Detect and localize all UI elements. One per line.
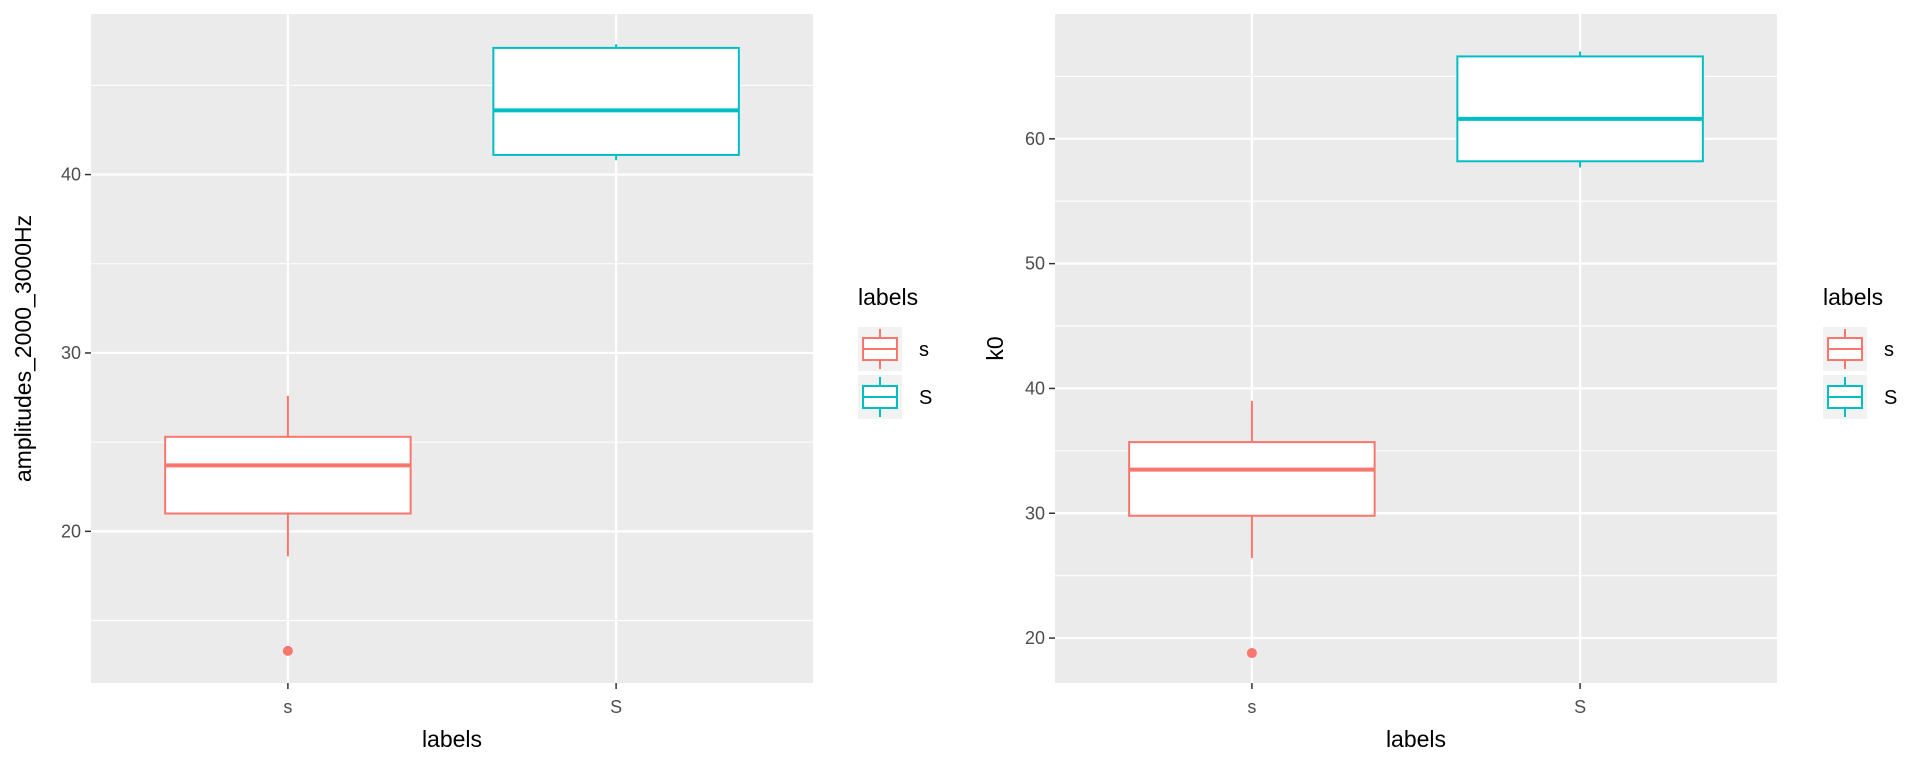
y-tick-label: 20 xyxy=(1025,628,1045,648)
box-body xyxy=(492,46,740,156)
outlier-point xyxy=(282,645,293,656)
legend-label: s xyxy=(919,339,929,361)
legend: labels s S xyxy=(1823,284,1897,419)
x-tick-label: S xyxy=(610,697,622,717)
y-axis-title: amplitudes_2000_3000Hz xyxy=(10,215,36,482)
x-tick-label: s xyxy=(1247,697,1256,717)
legend-key-lowercase-s xyxy=(1823,327,1867,371)
box-uppercase-s xyxy=(1456,51,1704,168)
legend-label: s xyxy=(1884,339,1894,361)
legend-label: S xyxy=(919,387,932,409)
x-axis-title: labels xyxy=(422,726,482,752)
box-body xyxy=(164,435,412,515)
legend-key-uppercase-s xyxy=(858,375,902,419)
outlier-point xyxy=(1246,648,1257,659)
x-tick-label: s xyxy=(283,697,292,717)
box-uppercase-s xyxy=(492,44,740,161)
box-lowercase-s xyxy=(164,395,412,656)
y-tick-label: 50 xyxy=(1025,254,1045,274)
x-tick-label: S xyxy=(1574,697,1586,717)
x-axis-title: labels xyxy=(1386,726,1446,752)
legend-label: S xyxy=(1884,387,1897,409)
box-body xyxy=(1456,55,1704,163)
legend-key-uppercase-s xyxy=(1823,375,1867,419)
y-axis-title: k0 xyxy=(982,336,1008,360)
y-tick-label: 30 xyxy=(61,343,81,363)
y-tick-label: 40 xyxy=(1025,378,1045,398)
y-tick-label: 30 xyxy=(1025,503,1045,523)
legend: labels s S xyxy=(858,284,932,419)
y-tick-label: 20 xyxy=(61,521,81,541)
y-tick-label: 40 xyxy=(61,165,81,185)
legend-title: labels xyxy=(1823,284,1883,310)
legend-key-lowercase-s xyxy=(858,327,902,371)
box-body xyxy=(1128,441,1376,517)
box-lowercase-s xyxy=(1128,400,1376,659)
legend-title: labels xyxy=(858,284,918,310)
y-tick-label: 60 xyxy=(1025,129,1045,149)
